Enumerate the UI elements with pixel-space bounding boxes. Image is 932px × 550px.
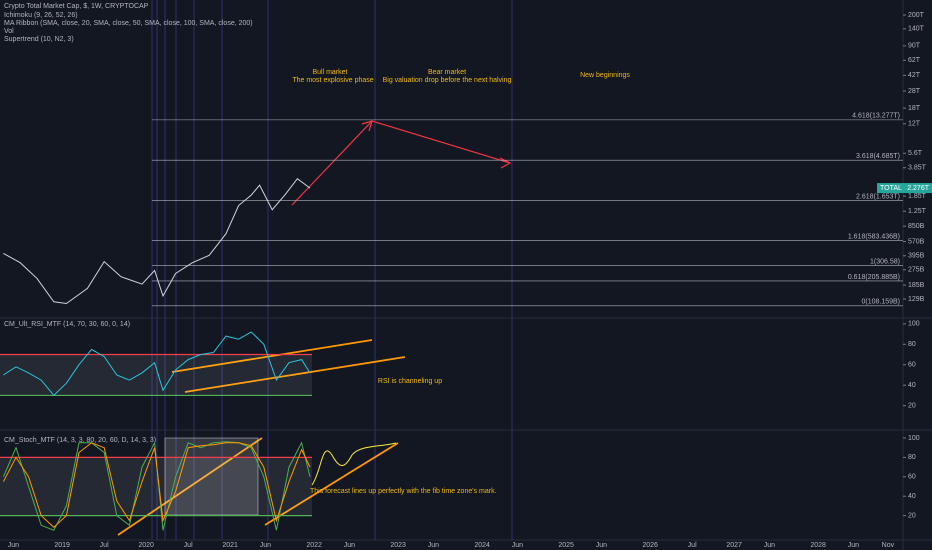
annotation: Big valuation drop before the next halvi… [383, 77, 512, 84]
x-tick-label: 2021 [222, 542, 238, 549]
annotation: RSI is channeling up [378, 378, 442, 385]
x-tick-label: Jun [428, 542, 439, 549]
y-tick-label: 5.6T [908, 150, 923, 157]
fib-label: 0(108.159B) [861, 299, 900, 306]
highlight-box [164, 437, 259, 516]
y-tick-label: 129B [908, 296, 925, 303]
x-tick-label: 2019 [54, 542, 70, 549]
legend-text: MA Ribbon (SMA, close, 20, SMA, close, 5… [4, 20, 253, 27]
series-line [3, 331, 311, 397]
panel-title: CM_Ult_RSI_MTF (14, 70, 30, 60, 0, 14) [4, 321, 130, 328]
x-tick-label: Jun [848, 542, 859, 549]
legend-text: Vol [4, 28, 14, 35]
x-tick-label: Nov [882, 542, 895, 549]
x-tick-label: 2027 [726, 542, 742, 549]
y-tick-label: 40 [908, 493, 916, 500]
band-fill [0, 457, 312, 516]
annotation: Bear market [428, 69, 466, 76]
x-tick-label: 2028 [810, 542, 826, 549]
x-tick-label: Jun [764, 542, 775, 549]
y-tick-label: 1.85T [908, 193, 927, 200]
y-tick-label: 90T [908, 43, 921, 50]
legend-text: Ichimoku (9, 26, 52, 26) [4, 12, 78, 19]
y-tick-label: 18T [908, 105, 921, 112]
y-tick-label: 80 [908, 341, 916, 348]
x-tick-label: 2026 [642, 542, 658, 549]
price-tag [877, 183, 932, 194]
y-tick-label: 185B [908, 282, 925, 289]
price-tag-value: 2.276T [907, 185, 930, 192]
y-tick-label: 395B [908, 253, 925, 260]
x-tick-label: Jun [8, 542, 19, 549]
fib-label: 1.618(583.436B) [848, 234, 900, 241]
x-tick-label: 2020 [138, 542, 154, 549]
y-tick-label: 850B [908, 223, 925, 230]
x-tick-label: Jul [184, 542, 193, 549]
series-line [2, 442, 311, 528]
annotation: New beginnings [580, 72, 630, 79]
y-tick-label: 100 [908, 321, 920, 328]
y-tick-label: 60 [908, 474, 916, 481]
y-tick-label: 20 [908, 403, 916, 410]
y-tick-label: 275B [908, 267, 925, 274]
band-fill [0, 354, 312, 396]
y-tick-label: 80 [908, 454, 916, 461]
x-tick-label: 2022 [306, 542, 322, 549]
annotation: Bull market [312, 69, 347, 76]
x-tick-label: 2024 [474, 542, 490, 549]
x-tick-label: 2023 [390, 542, 406, 549]
y-tick-label: 20 [908, 512, 916, 519]
legend-text: Supertrend (10, N2, 3) [4, 36, 74, 43]
y-tick-label: 140T [908, 26, 925, 33]
annotation: The most explosive phase [292, 77, 373, 84]
y-tick-label: 12T [908, 121, 921, 128]
y-tick-label: 60 [908, 362, 916, 369]
trend-lines [117, 339, 406, 536]
y-tick-label: 570B [908, 238, 925, 245]
y-tick-label: 62T [908, 57, 921, 64]
fib-label: 4.618(13.277T) [852, 113, 900, 120]
y-tick-label: 28T [908, 88, 921, 95]
x-tick-label: Jun [260, 542, 271, 549]
forecast-arrow [291, 120, 512, 206]
y-tick-label: 1.25T [908, 208, 927, 215]
annotation: This forecast lines up perfectly with th… [310, 488, 497, 495]
series-line [3, 178, 311, 305]
x-tick-label: Jun [596, 542, 607, 549]
x-tick-label: Jul [688, 542, 697, 549]
fib-label: 3.618(4.685T) [856, 153, 900, 160]
price-tag-name: TOTAL [880, 185, 902, 192]
fib-label: 0.618(205.885B) [848, 274, 900, 281]
y-tick-label: 3.85T [908, 165, 927, 172]
panel-title: CM_Stoch_MTF (14, 3, 3, 80, 20, 60, D, 1… [4, 437, 156, 444]
legend-text: Crypto Total Market Cap, $, 1W, CRYPTOCA… [4, 3, 149, 10]
time-zones [151, 0, 513, 540]
fib-label: 2.618(1.653T) [856, 193, 900, 200]
x-tick-label: 2025 [558, 542, 574, 549]
y-tick-label: 42T [908, 72, 921, 79]
fib-label: 1(306.58) [870, 258, 900, 265]
y-tick-label: 200T [908, 12, 925, 19]
y-tick-label: 40 [908, 382, 916, 389]
forecast-curve [311, 442, 397, 486]
x-tick-label: Jun [512, 542, 523, 549]
x-tick-label: Jul [100, 542, 109, 549]
y-tick-label: 100 [908, 435, 920, 442]
x-tick-label: Jun [344, 542, 355, 549]
